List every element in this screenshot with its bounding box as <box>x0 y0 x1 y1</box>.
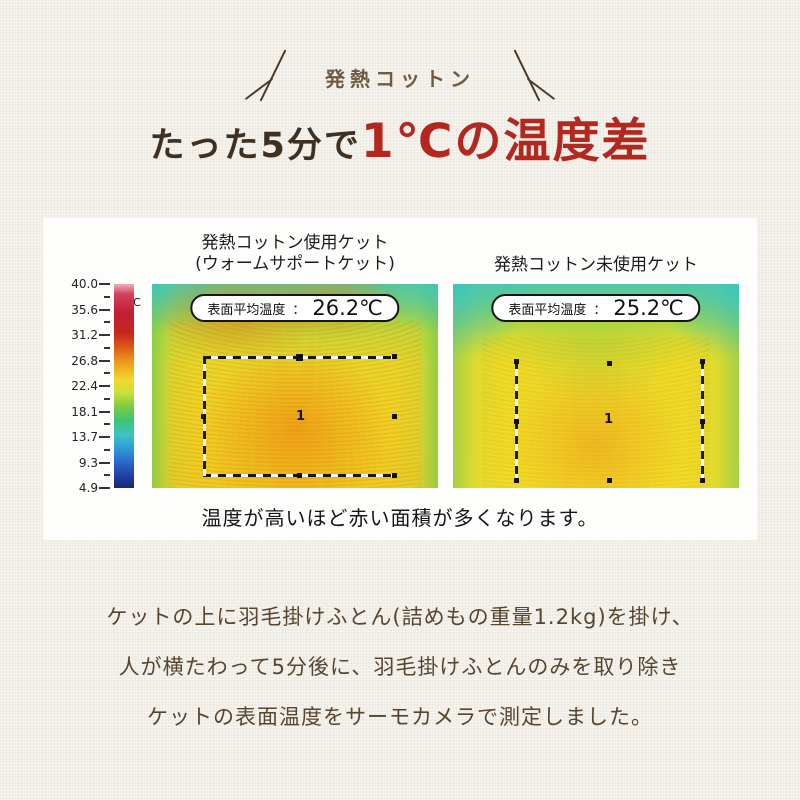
thermal-title-used: 発熱コットン使用ケット (ウォームサポートケット) <box>152 233 438 275</box>
scale-tick-major <box>99 436 110 438</box>
scale-tick-minor <box>104 423 110 426</box>
thermal-title-unused: 発熱コットン未使用ケット <box>453 255 739 276</box>
comparison-panel: 40.0 35.6 31.2 26.8 22.4 18.1 13.7 9.3 4.9 ℃ 1 表… <box>43 218 757 540</box>
scale-tick-label: 40.0 <box>71 277 98 291</box>
scale-tick-major <box>99 359 110 362</box>
measure-marker <box>700 478 705 483</box>
scale-tick-label: 9.3 <box>78 455 98 470</box>
scale-tick-major <box>99 308 110 311</box>
thermal-title-used-line2: (ウォームサポートケット) <box>195 254 395 274</box>
avg-temp-pill-unused: 表面平均温度 ： 25.2℃ <box>491 294 701 322</box>
avg-temp-value: 26.2℃ <box>312 296 383 320</box>
scale-tick-label: 35.6 <box>71 302 98 317</box>
measurement-method-note: ケットの上に羽毛掛けふとん(詰めもの重量1.2kg)を掛け、 人が横たわって5分… <box>0 592 800 742</box>
measure-marker <box>514 419 519 424</box>
temperature-colorbar <box>114 284 134 488</box>
measure-marker <box>514 359 519 364</box>
measure-marker <box>297 473 302 478</box>
avg-temp-colon: ： <box>292 302 306 318</box>
avg-temp-value: 25.2℃ <box>613 296 684 320</box>
scale-tick-minor <box>104 346 110 349</box>
note-line-3: ケットの表面温度をサーモカメラで測定しました。 <box>147 705 653 729</box>
scale-tick-major <box>99 385 110 387</box>
eyebrow-label: 発熱コットン <box>325 67 475 91</box>
scale-tick-labels: 40.0 35.6 31.2 26.8 22.4 18.1 13.7 9.3 4.9 <box>56 277 98 495</box>
measure-area-number: 1 <box>604 412 614 427</box>
measure-marker <box>296 354 303 361</box>
note-line-2: 人が横たわって5分後に、羽毛掛けふとんのみを取り除き <box>118 655 682 679</box>
title-highlight: 1℃の温度差 <box>360 114 651 169</box>
thermal-image-used: 1 表面平均温度 ： 26.2℃ <box>152 284 438 488</box>
scale-tick-minor <box>104 372 110 375</box>
avg-temp-label: 表面平均温度 <box>207 302 286 318</box>
title-prefix: たった5分で <box>149 126 361 166</box>
scale-ticks <box>99 283 110 489</box>
scale-tick-minor <box>104 397 110 400</box>
scale-tick-major <box>99 487 110 489</box>
scale-tick-label: 22.4 <box>71 379 98 393</box>
measure-marker <box>392 414 397 419</box>
measure-marker <box>392 354 397 359</box>
scale-tick-major <box>99 283 110 285</box>
thermal-title-used-line1: 発熱コットン使用ケット <box>201 233 389 253</box>
measure-marker <box>700 419 705 424</box>
panel-caption: 温度が高いほど赤い面積が多くなります。 <box>201 506 599 530</box>
avg-temp-pill-used: 表面平均温度 ： 26.2℃ <box>190 294 400 322</box>
scale-tick-label: 4.9 <box>78 481 98 495</box>
scale-tick-major <box>99 410 110 413</box>
thermal-rib-texture <box>481 337 711 488</box>
temperature-scale: 40.0 35.6 31.2 26.8 22.4 18.1 13.7 9.3 4.9 ℃ <box>56 277 144 495</box>
note-line-1: ケットの上に羽毛掛けふとん(詰めもの重量1.2kg)を掛け、 <box>106 605 694 629</box>
thermal-rib-texture <box>169 320 421 488</box>
measure-marker <box>392 473 397 478</box>
thermal-image-unused: 1 表面平均温度 ： 25.2℃ <box>453 284 739 488</box>
scale-tick-major <box>99 334 110 336</box>
scale-tick-major <box>99 461 110 464</box>
scale-tick-minor <box>104 321 110 324</box>
measure-marker <box>514 478 519 483</box>
scale-tick-minor <box>104 474 110 477</box>
scale-tick-minor <box>104 448 110 451</box>
scale-tick-label: 18.1 <box>71 404 98 419</box>
scale-tick-minor <box>104 295 110 298</box>
measure-marker <box>700 359 705 364</box>
avg-temp-colon: ： <box>593 302 607 318</box>
avg-temp-label: 表面平均温度 <box>508 302 587 318</box>
measure-marker <box>607 478 612 483</box>
measure-marker <box>607 361 612 366</box>
scale-tick-label: 31.2 <box>71 328 98 342</box>
scale-tick-label: 26.8 <box>71 353 98 368</box>
thermal-title-unused-line1: 発熱コットン未使用ケット <box>494 255 698 275</box>
measure-area-number: 1 <box>296 409 306 424</box>
measure-marker <box>201 414 206 419</box>
scale-tick-label: 13.7 <box>71 430 98 444</box>
page-title: たった5分で 1℃の温度差 <box>0 102 800 171</box>
